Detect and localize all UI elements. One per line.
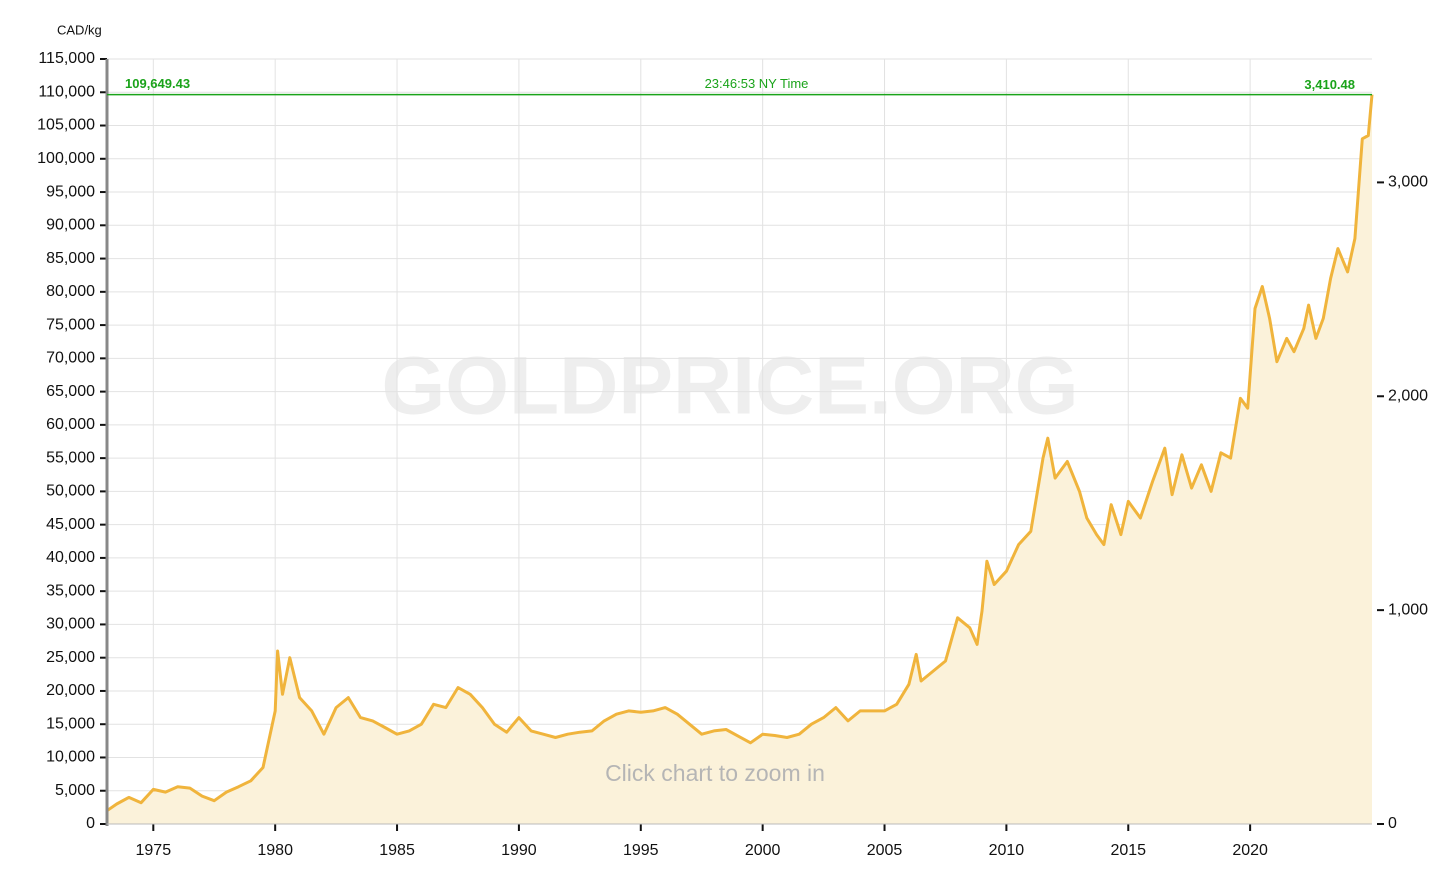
x-tick-label: 1980 xyxy=(257,842,293,859)
y-tick-label: 30,000 xyxy=(46,616,95,633)
y-tick-label: 5,000 xyxy=(55,782,95,799)
y-tick-label: 15,000 xyxy=(46,715,95,732)
y-tick-label: 90,000 xyxy=(46,217,95,234)
x-tick-label: 1990 xyxy=(501,842,537,859)
x-tick-label: 2015 xyxy=(1110,842,1146,859)
y-tick-label: 20,000 xyxy=(46,682,95,699)
x-tick-label: 1985 xyxy=(379,842,415,859)
y2-tick-label: 3,000 xyxy=(1388,174,1428,191)
x-tick-label: 2010 xyxy=(989,842,1025,859)
y-tick-label: 50,000 xyxy=(46,483,95,500)
y-tick-label: 105,000 xyxy=(37,117,95,134)
line xyxy=(106,94,1374,812)
current-value-label: 109,649.43 xyxy=(125,76,190,91)
x-tick-label: 2000 xyxy=(745,842,781,859)
x-tick-label: 1995 xyxy=(623,842,659,859)
y-tick-label: 85,000 xyxy=(46,250,95,267)
y-tick-label: 10,000 xyxy=(46,749,95,766)
x-tick-label: 2005 xyxy=(867,842,903,859)
y-tick-label: 110,000 xyxy=(38,83,95,100)
y-tick-label: 115,000 xyxy=(38,50,95,67)
y-tick-label: 0 xyxy=(86,815,95,832)
y-tick-label: 80,000 xyxy=(46,283,95,300)
y-tick-label: 35,000 xyxy=(46,582,95,599)
area xyxy=(107,94,1372,825)
y-axis-label: CAD/kg xyxy=(57,22,102,37)
y-tick-label: 95,000 xyxy=(46,183,95,200)
y-tick-label: 45,000 xyxy=(46,516,95,533)
grid xyxy=(107,58,1372,825)
x-tick-label: 1975 xyxy=(136,842,172,859)
current-time-label: 23:46:53 NY Time xyxy=(705,76,809,91)
y-tick-label: 55,000 xyxy=(46,449,95,466)
y-tick-label: 25,000 xyxy=(46,649,95,666)
x-tick-label: 2020 xyxy=(1232,842,1268,859)
zoom-hint: Click chart to zoom in xyxy=(605,760,825,786)
y2-tick-label: 2,000 xyxy=(1388,387,1428,404)
current-oz-label: 3,410.48 xyxy=(1304,77,1355,92)
y-tick-label: 60,000 xyxy=(46,416,95,433)
y-tick-label: 65,000 xyxy=(46,383,95,400)
y2-tick-label: 0 xyxy=(1388,815,1397,832)
y-tick-label: 100,000 xyxy=(37,150,95,167)
y-tick-label: 40,000 xyxy=(46,549,95,566)
watermark: GOLDPRICE.ORG xyxy=(381,341,1078,432)
y2-tick-label: 1,000 xyxy=(1388,601,1428,618)
y-tick-label: 70,000 xyxy=(46,350,95,367)
y-tick-label: 75,000 xyxy=(46,316,95,333)
